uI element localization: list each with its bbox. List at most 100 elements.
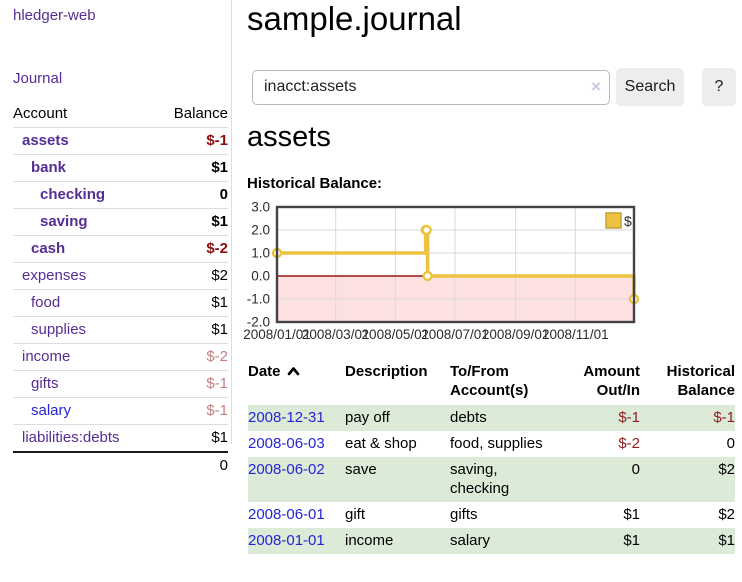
register-accounts: gifts xyxy=(450,506,478,523)
accounts-total-row: 0 xyxy=(13,452,228,479)
balance-chart: 3.0 2.0 1.0 0.0 -1.0 -2.02008/01/012008/03/01… xyxy=(243,200,640,342)
transaction-date-link[interactable]: 2008-01-01 xyxy=(248,532,325,549)
chart-ytick-label: 1.0 xyxy=(251,246,270,261)
chart-legend-swatch xyxy=(605,212,622,229)
account-balance: $-1 xyxy=(155,397,228,425)
sidebar-account-link[interactable]: bank xyxy=(31,159,67,176)
search-button[interactable]: Search xyxy=(616,68,684,106)
account-name-cell: assets xyxy=(13,127,156,155)
account-row: gifts $-1 xyxy=(13,370,228,398)
chart-xtick-label: 2008/05/01 xyxy=(362,327,430,342)
account-balance: 0 xyxy=(155,181,228,209)
register-balance: $1 xyxy=(718,532,735,549)
account-balance: $1 xyxy=(155,154,228,182)
register-table-body: 2008-12-31 pay off debts $-1 $-1 2008-06-03 ea… xyxy=(248,405,735,554)
register-balance: $-1 xyxy=(713,409,735,426)
brand-link[interactable]: hledger-web xyxy=(13,7,96,24)
help-button[interactable]: ? xyxy=(702,68,736,106)
accounts-total-value: 0 xyxy=(219,457,228,474)
accounts-header-row: Account Balance xyxy=(13,101,228,128)
account-row: assets $-1 xyxy=(13,127,228,155)
account-balance: $1 xyxy=(155,316,228,344)
chart-xtick-label: 2008/09/01 xyxy=(482,327,550,342)
chart-xtick-label: 2008/01/01 xyxy=(243,327,311,342)
account-name-cell: food xyxy=(13,289,156,317)
account-balance: $-2 xyxy=(155,343,228,371)
account-row: food $1 xyxy=(13,289,228,317)
sidebar-account-link[interactable]: checking xyxy=(40,186,106,203)
transaction-date-link[interactable]: 2008-06-01 xyxy=(248,506,325,523)
register-accounts: saving, checking xyxy=(450,461,510,497)
chart-legend-label: $ xyxy=(624,213,632,229)
sidebar-account-link[interactable]: income xyxy=(22,348,71,365)
register-table: Date Description To/From Account(s) Amou… xyxy=(248,360,735,554)
sidebar-account-link[interactable]: salary xyxy=(31,402,72,419)
register-amount: $1 xyxy=(623,506,640,523)
account-table-body: assets $-1 bank $1 checking 0 saving $1 cash $-2 e… xyxy=(13,127,228,453)
transaction-date-link[interactable]: 2008-06-02 xyxy=(248,461,325,478)
sidebar-account-link[interactable]: liabilities:debts xyxy=(22,429,120,446)
accounts-header-account: Account xyxy=(13,101,156,128)
chart-ytick-label: -1.0 xyxy=(247,292,270,307)
account-balance: $1 xyxy=(155,424,228,453)
register-header-date[interactable]: Date xyxy=(248,360,345,405)
register-amount: 0 xyxy=(631,461,640,478)
chart-ytick-label: 2.0 xyxy=(251,223,270,238)
account-row: checking 0 xyxy=(13,181,228,209)
register-row: 2008-01-01 income salary $1 $1 xyxy=(248,528,735,554)
register-accounts: debts xyxy=(450,409,487,426)
register-balance: $2 xyxy=(718,461,735,478)
account-balance: $1 xyxy=(155,289,228,317)
register-header-accounts: To/From Account(s) xyxy=(450,363,529,399)
sidebar-account-link[interactable]: expenses xyxy=(22,267,87,284)
register-row: 2008-06-03 eat & shop food, supplies $-2 0 xyxy=(248,431,735,457)
account-row: cash $-2 xyxy=(13,235,228,263)
register-balance: 0 xyxy=(726,435,735,452)
transaction-date-link[interactable]: 2008-06-03 xyxy=(248,435,325,452)
register-description: income xyxy=(345,532,394,549)
account-row: supplies $1 xyxy=(13,316,228,344)
sidebar-account-link[interactable]: gifts xyxy=(31,375,59,392)
account-balance: $-1 xyxy=(155,370,228,398)
register-description: gift xyxy=(345,506,366,523)
account-name-cell: bank xyxy=(13,154,156,182)
clear-search-icon[interactable]: × xyxy=(591,76,601,96)
chart-ytick-label: 0.0 xyxy=(251,269,270,284)
account-balance: $1 xyxy=(155,208,228,236)
transaction-date-link[interactable]: 2008-12-31 xyxy=(248,409,325,426)
register-date-cell: 2008-06-02 xyxy=(248,457,345,502)
search-input[interactable] xyxy=(252,69,610,105)
register-header-description: Description xyxy=(345,363,428,380)
account-name-cell: cash xyxy=(13,235,156,263)
sidebar-account-link[interactable]: cash xyxy=(31,240,66,257)
account-row: income $-2 xyxy=(13,343,228,371)
register-header-balance: Historical Balance xyxy=(666,363,735,399)
account-heading: assets xyxy=(247,121,331,153)
accounts-header-balance: Balance xyxy=(155,101,228,128)
sidebar-item-journal[interactable]: Journal xyxy=(13,70,63,87)
account-row: bank $1 xyxy=(13,154,228,182)
accounts-total-spacer xyxy=(13,452,155,479)
account-balance: $-1 xyxy=(155,127,228,155)
account-name-cell: income xyxy=(13,343,156,371)
sidebar-account-link[interactable]: supplies xyxy=(31,321,87,338)
account-balance: $2 xyxy=(155,262,228,290)
search-input-wrap: × xyxy=(252,69,610,105)
register-row: 2008-06-02 save saving, checking 0 $2 xyxy=(248,457,735,502)
sidebar: hledger-web Journal Account Balance asse… xyxy=(0,0,232,474)
account-name-cell: liabilities:debts xyxy=(13,424,156,453)
register-description: eat & shop xyxy=(345,435,417,452)
account-balance: $-2 xyxy=(155,235,228,263)
register-date-cell: 2008-12-31 xyxy=(248,405,345,431)
sidebar-account-link[interactable]: assets xyxy=(22,132,69,149)
register-date-cell: 2008-01-01 xyxy=(248,528,345,554)
account-row: saving $1 xyxy=(13,208,228,236)
chart-title: Historical Balance: xyxy=(247,175,383,192)
register-date-cell: 2008-06-01 xyxy=(248,502,345,528)
register-amount: $1 xyxy=(623,532,640,549)
sidebar-account-link[interactable]: food xyxy=(31,294,61,311)
sidebar-account-link[interactable]: saving xyxy=(40,213,88,230)
chart-xtick-label: 2008/03/01 xyxy=(302,327,370,342)
register-header-row: Date Description To/From Account(s) Amou… xyxy=(248,360,735,405)
